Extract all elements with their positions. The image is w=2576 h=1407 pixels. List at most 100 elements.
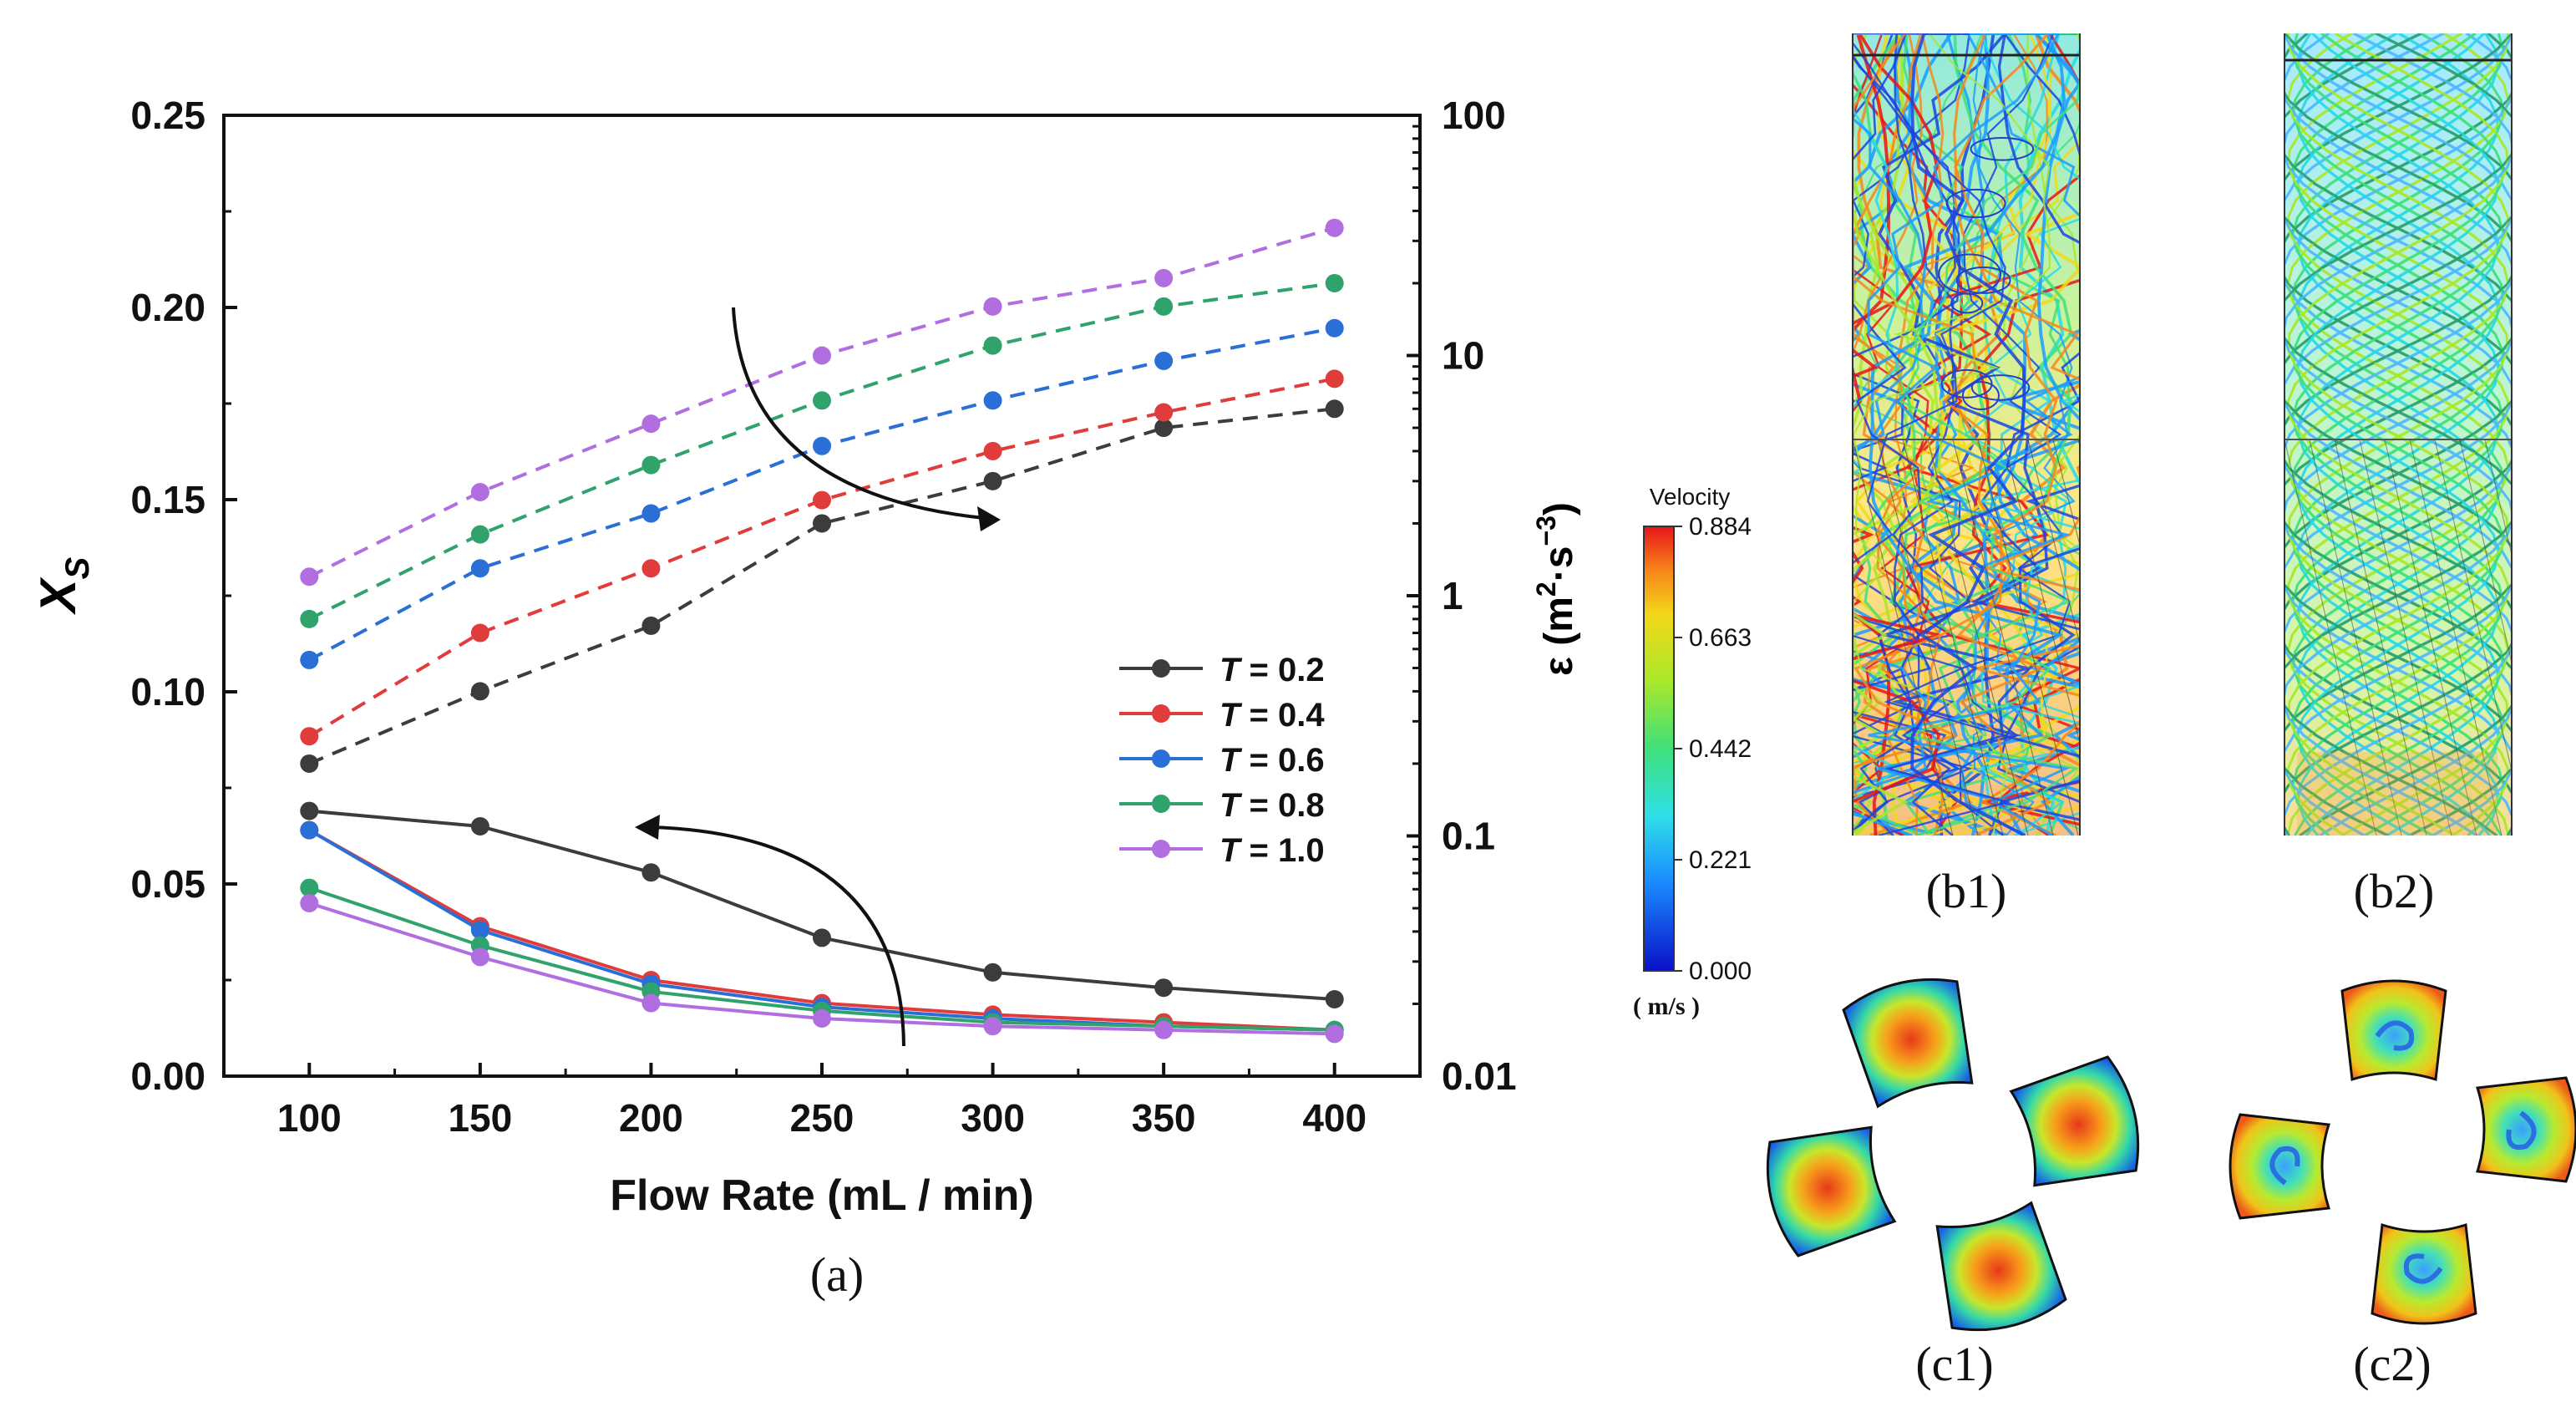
b2-streamlines [2284, 33, 2512, 836]
velocity-colorbar: Velocity 0.884 0.663 0.442 0.221 0.000 ( m/s… [1633, 484, 1752, 1020]
epsilon-point [813, 391, 831, 410]
legend-label: T = 0.2 [1220, 652, 1325, 688]
colorbar-gradient [1643, 526, 1675, 972]
legend-label: T = 0.6 [1220, 742, 1325, 779]
epsilon-point [983, 441, 1002, 460]
epsilon-point [300, 727, 319, 746]
y-right-tick-label: 1 [1442, 574, 1463, 617]
legend-label: T = 0.8 [1220, 787, 1325, 824]
panel-label-a: (a) [810, 1247, 864, 1302]
epsilon-point [1154, 351, 1174, 370]
epsilon-series [300, 218, 1344, 773]
epsilon-point [470, 623, 489, 643]
legend: T = 0.2 T = 0.4 T = 0.6 T = 0.8 T = 1.0 [1119, 652, 1325, 869]
trend-arrow-epsilon [732, 307, 985, 520]
y-left-tick-label: 0.20 [130, 286, 205, 329]
x-axis-title: Flow Rate (mL / min) [610, 1171, 1034, 1220]
x-axis: 100 150 200 250 300 350 400 [277, 1063, 1367, 1140]
xs-point [470, 921, 489, 940]
epsilon-point [470, 482, 489, 501]
left-axis-title: XS [30, 556, 96, 615]
xs-point [983, 963, 1002, 982]
c2-sector-right [2476, 1076, 2576, 1183]
y-right-tick-label: 10 [1442, 334, 1484, 378]
trend-arrow-epsilon-head [977, 506, 1001, 531]
epsilon-point [1154, 403, 1174, 422]
y-right-tick-label: 0.1 [1442, 815, 1495, 858]
xs-point [300, 820, 319, 840]
colorbar-title: Velocity [1650, 484, 1731, 510]
x-tick-label: 100 [277, 1096, 342, 1140]
epsilon-point [1325, 369, 1344, 389]
left-y-axis: 0.00 0.05 0.10 0.15 0.20 0.25 [130, 94, 237, 1098]
cross-section-panel-c1: (c1) [1766, 978, 2140, 1391]
epsilon-point [1325, 399, 1344, 419]
epsilon-point [300, 650, 319, 669]
epsilon-point [813, 346, 831, 365]
epsilon-point [1325, 218, 1344, 237]
epsilon-point [983, 471, 1002, 490]
y-right-tick-label: 100 [1442, 94, 1506, 137]
xs-point [1154, 1020, 1174, 1039]
trend-arrow-xs [651, 825, 905, 1047]
colorbar-tick-label: 0.884 [1689, 513, 1752, 541]
streamline-panel-b2: (b2) [2284, 33, 2513, 918]
y-left-tick-label: 0.00 [130, 1054, 205, 1098]
epsilon-point [1154, 419, 1174, 438]
xs-point [1325, 990, 1344, 1008]
c2-sector-top [2340, 979, 2447, 1081]
xs-point [1325, 1024, 1344, 1044]
c1-sector-top [1842, 978, 1974, 1109]
legend-marker [1152, 659, 1170, 678]
y-left-tick-label: 0.05 [130, 862, 205, 906]
y-left-tick-label: 0.10 [130, 670, 205, 714]
epsilon-point [300, 754, 319, 773]
x-tick-label: 400 [1302, 1096, 1367, 1140]
xs-point [641, 993, 661, 1013]
xs-point [300, 801, 319, 820]
legend-marker [1152, 795, 1170, 813]
epsilon-point [470, 682, 489, 701]
epsilon-point [813, 436, 831, 455]
epsilon-point [300, 567, 319, 587]
right-y-axis: 0.01 0.1 1 10 100 [1407, 94, 1517, 1098]
epsilon-point [470, 525, 489, 544]
epsilon-point [983, 297, 1002, 316]
xs-point [983, 1017, 1002, 1036]
trend-arrow-xs-head [635, 815, 660, 840]
panel-label-b1: (b1) [1926, 864, 2007, 918]
colorbar-tick-label: 0.000 [1689, 957, 1752, 985]
xs-point [813, 928, 831, 947]
colorbar-ticks: 0.884 0.663 0.442 0.221 0.000 [1674, 513, 1752, 985]
epsilon-point [983, 336, 1002, 355]
c1-sector-right [2009, 1055, 2140, 1187]
legend-marker [1152, 840, 1170, 858]
xs-series [300, 801, 1344, 1044]
epsilon-point [641, 455, 661, 475]
epsilon-point [641, 504, 661, 523]
c1-sector-bottom [1935, 1201, 2067, 1332]
epsilon-line [308, 377, 1336, 738]
epsilon-point [641, 616, 661, 635]
xs-point [641, 863, 661, 882]
legend-label: T = 1.0 [1220, 832, 1325, 869]
epsilon-point [1154, 268, 1174, 287]
x-tick-label: 200 [619, 1096, 683, 1140]
xs-point [813, 1009, 831, 1028]
b1-streamlines [1853, 33, 2080, 836]
colorbar-units: ( m/s ) [1633, 993, 1700, 1020]
epsilon-point [470, 559, 489, 578]
panel-label-c2: (c2) [2353, 1337, 2431, 1391]
c2-sector-bottom [2371, 1223, 2477, 1325]
line-chart: 100 150 200 250 300 350 400 0.000.050.100.150.… [30, 94, 1581, 1302]
panel-label-b2: (b2) [2354, 864, 2435, 918]
epsilon-point [1154, 297, 1174, 316]
epsilon-point [300, 609, 319, 628]
colorbar-tick-label: 0.663 [1689, 624, 1752, 652]
xs-point [300, 894, 319, 912]
legend-label: T = 0.4 [1220, 697, 1325, 734]
colorbar-tick-label: 0.442 [1689, 735, 1752, 763]
c1-sector-left [1766, 1125, 1897, 1257]
c2-sector-left [2229, 1113, 2330, 1220]
